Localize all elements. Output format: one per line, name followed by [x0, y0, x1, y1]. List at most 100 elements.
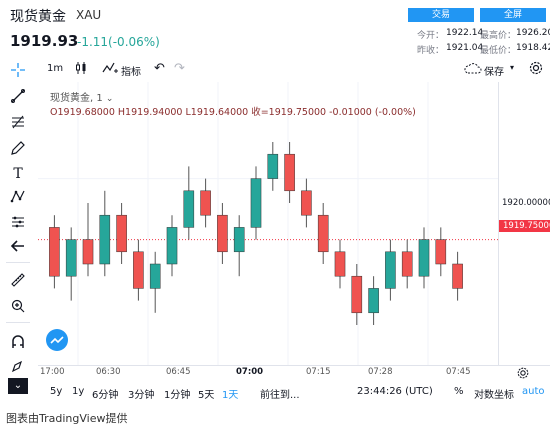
candle-body [418, 239, 430, 277]
candle-body [368, 288, 379, 314]
crosshair-icon[interactable] [8, 62, 28, 82]
range-3min[interactable]: 3分钟 [128, 390, 155, 401]
forecast-icon[interactable] [8, 214, 28, 234]
fib-icon[interactable] [8, 114, 28, 134]
candle-body [183, 190, 195, 228]
last-price: 1919.93 [10, 32, 79, 50]
candle [99, 190, 111, 277]
log-scale-toggle[interactable]: 对数坐标 [474, 390, 514, 401]
time-axis[interactable]: 17:00 06:30 06:45 07:00 07:15 07:28 07:4… [38, 365, 550, 381]
time-tick: 17:00 [40, 367, 65, 377]
drawing-toolbar: T ⌄ [0, 58, 36, 404]
low-value: 1918.42 [516, 43, 550, 53]
candle [233, 215, 245, 277]
time-tick: 06:30 [96, 367, 121, 377]
save-button[interactable]: 保存 [484, 67, 504, 78]
chart-settings-gear-icon[interactable] [516, 365, 530, 384]
range-bar: 5y 1y 6分钟 3分钟 1分钟 5天 1天 前往到... 23:44:26 … [38, 381, 550, 403]
magnet-icon[interactable] [8, 334, 28, 354]
candle [452, 251, 463, 301]
chevron-down-icon[interactable]: ⌄ [105, 94, 114, 104]
trade-button[interactable]: 交易 [408, 8, 474, 22]
candle-body [267, 153, 279, 179]
candle-body [284, 153, 295, 192]
pencil-lock-icon[interactable] [8, 358, 28, 378]
undo-icon[interactable]: ↶ [154, 61, 165, 76]
candle [284, 142, 295, 203]
candle-body [452, 263, 463, 289]
range-1y[interactable]: 1y [72, 386, 85, 397]
prev-close-label: 昨收： [417, 46, 445, 56]
range-1d[interactable]: 1天 [222, 390, 239, 401]
settings-gear-icon[interactable] [528, 60, 544, 79]
candle-body [250, 178, 262, 228]
candle-body [200, 190, 211, 216]
utc-clock[interactable]: 23:44:26 (UTC) [357, 386, 433, 397]
price-axis-border [498, 82, 499, 365]
goto-date-button[interactable]: 前往到... [260, 390, 300, 401]
candle-body [301, 190, 312, 216]
range-5y[interactable]: 5y [50, 386, 63, 397]
candle-body [401, 251, 413, 277]
quote-header: 现货黄金 XAU 1919.93 -1.11(-0.06%) 交易 全屏 今开：… [0, 0, 550, 56]
range-6min[interactable]: 6分钟 [92, 390, 119, 401]
candle [435, 227, 447, 277]
candle-type-icon[interactable] [74, 61, 88, 78]
candle [82, 203, 94, 277]
today-open-value: 1922.14 [446, 28, 484, 38]
candle-body [49, 227, 60, 277]
candle [351, 264, 363, 325]
legend-series-label: 现货黄金, 1 [50, 93, 103, 104]
instrument-title: 现货黄金 [10, 9, 66, 25]
price-axis[interactable]: 1920.00000 1919.75000 [498, 82, 550, 365]
candle-body [166, 227, 178, 265]
candle [317, 203, 329, 264]
brush-icon[interactable] [8, 140, 28, 160]
candle [116, 203, 127, 264]
candle-body [65, 239, 77, 277]
candle-body [133, 251, 144, 289]
percent-toggle[interactable]: % [454, 386, 464, 397]
interval-selector[interactable]: 1m [47, 63, 64, 74]
price-tick-1920: 1920.00000 [502, 198, 550, 208]
footer-attribution[interactable]: 图表由TradingView提供 [6, 412, 128, 425]
fullscreen-button[interactable]: 全屏 [480, 8, 546, 22]
save-dropdown-icon[interactable]: ▾ [510, 63, 515, 72]
tradingview-logo-icon[interactable] [46, 329, 68, 351]
candle-body [317, 214, 329, 253]
time-tick: 06:45 [166, 367, 191, 377]
candle-body [99, 214, 111, 265]
candle-body [82, 239, 94, 265]
toolbar-divider [6, 322, 30, 323]
today-open-label: 今开： [417, 31, 445, 41]
prev-close-value: 1921.04 [446, 43, 484, 53]
candle [250, 166, 262, 240]
candle [267, 142, 279, 191]
candle [401, 239, 413, 289]
range-5d[interactable]: 5天 [198, 390, 215, 401]
candle [368, 276, 379, 325]
ruler-icon[interactable] [8, 272, 28, 292]
candle [301, 178, 312, 228]
redo-icon[interactable]: ↷ [174, 61, 185, 76]
candle-body [385, 251, 396, 289]
text-tool-icon[interactable]: T [13, 166, 23, 182]
indicators-icon[interactable] [102, 61, 118, 78]
candle [334, 239, 346, 289]
candle [65, 227, 77, 301]
current-price-label: 1919.75000 [499, 220, 550, 232]
price-change: -1.11(-0.06%) [77, 35, 160, 49]
cloud-icon[interactable] [464, 61, 482, 78]
candle [217, 203, 228, 264]
range-1min[interactable]: 1分钟 [164, 390, 191, 401]
chevron-down-icon[interactable]: ⌄ [8, 378, 28, 394]
pattern-icon[interactable] [8, 188, 28, 208]
candle-body [351, 275, 363, 314]
candlestick-chart[interactable] [38, 82, 498, 365]
auto-scale-toggle[interactable]: auto [522, 386, 545, 397]
indicators-button[interactable]: 指标 [121, 67, 141, 78]
back-arrow-icon[interactable] [8, 238, 28, 258]
zoom-in-icon[interactable] [8, 298, 28, 318]
candle-body [233, 227, 245, 253]
trendline-icon[interactable] [8, 88, 28, 108]
